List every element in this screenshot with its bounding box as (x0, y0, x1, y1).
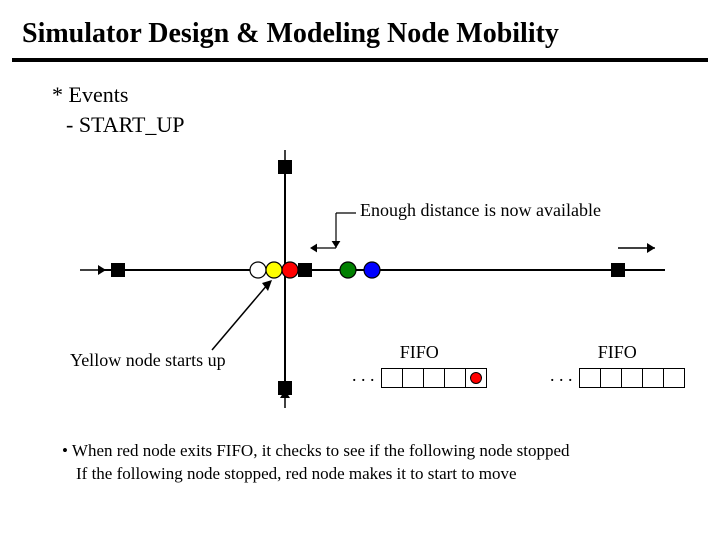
fifo-label-1: FIFO (352, 342, 487, 363)
fifo-cell (579, 368, 601, 388)
fifo-queue-1: FIFO . . . (352, 342, 487, 390)
fifo-node-icon (470, 372, 482, 384)
label-enough-distance: Enough distance is now available (360, 200, 601, 221)
fifo-label-2: FIFO (550, 342, 685, 363)
fifo-cell (423, 368, 445, 388)
fifo-queue-2: FIFO . . . (550, 342, 685, 390)
bullet-startup: - START_UP (52, 110, 720, 140)
fifo-cell (621, 368, 643, 388)
footnote: • When red node exits FIFO, it checks to… (62, 440, 570, 486)
ellipsis-icon: . . . (352, 365, 381, 390)
fifo-row-2: . . . (550, 365, 685, 390)
fifo-cell (642, 368, 664, 388)
fifo-row-1: . . . (352, 365, 487, 390)
label-yellow-starts: Yellow node starts up (70, 350, 226, 371)
footnote-line-2: If the following node stopped, red node … (62, 463, 570, 486)
fifo-cell (600, 368, 622, 388)
fifo-cell (381, 368, 403, 388)
fifo-cell (402, 368, 424, 388)
footnote-line-1: • When red node exits FIFO, it checks to… (62, 440, 570, 463)
fifo-cell (663, 368, 685, 388)
fifo-cell (465, 368, 487, 388)
bullet-list: * Events - START_UP (0, 62, 720, 139)
ellipsis-icon: . . . (550, 365, 579, 390)
fifo-cell (444, 368, 466, 388)
page-title: Simulator Design & Modeling Node Mobilit… (0, 0, 720, 58)
bullet-events: * Events (52, 80, 720, 110)
